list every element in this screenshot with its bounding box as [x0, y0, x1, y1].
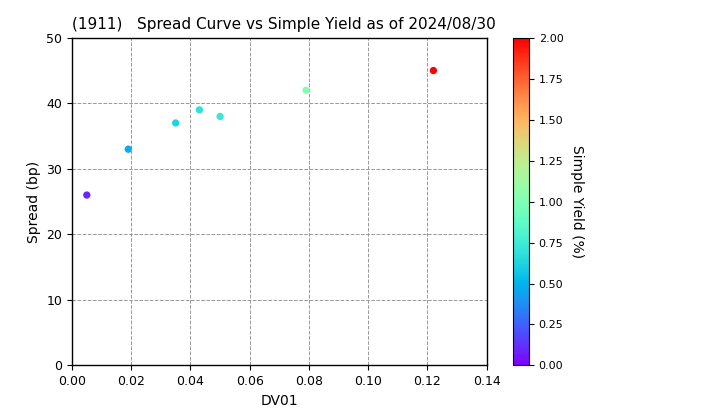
- Point: [428, 67, 439, 74]
- Point: [300, 87, 312, 94]
- Point: [194, 107, 205, 113]
- Y-axis label: Simple Yield (%): Simple Yield (%): [570, 145, 585, 258]
- Point: [81, 192, 93, 198]
- Point: [215, 113, 226, 120]
- Text: (1911)   Spread Curve vs Simple Yield as of 2024/08/30: (1911) Spread Curve vs Simple Yield as o…: [72, 18, 496, 32]
- Y-axis label: Spread (bp): Spread (bp): [27, 160, 41, 243]
- X-axis label: DV01: DV01: [261, 394, 298, 408]
- Point: [170, 120, 181, 126]
- Point: [122, 146, 134, 152]
